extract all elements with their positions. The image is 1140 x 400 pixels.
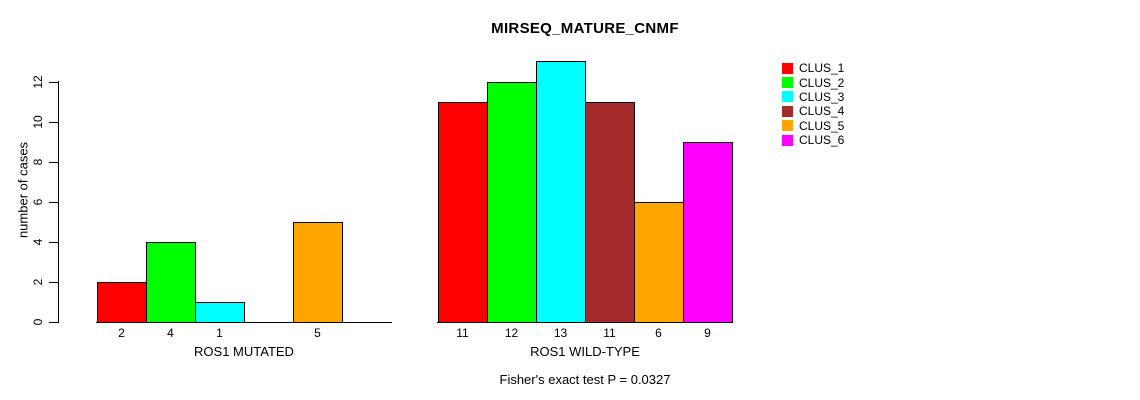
bar-value-label: 11 xyxy=(603,326,616,340)
y-tick-label: 2 xyxy=(31,278,45,286)
y-tick-label: 0 xyxy=(31,318,45,326)
legend-label: CLUS_1 xyxy=(799,61,845,76)
y-axis-title: number of cases xyxy=(15,141,31,239)
legend: CLUS_1 CLUS_2 CLUS_3 CLUS_4 CLUS_5 CLUS_6 xyxy=(782,61,902,161)
bar-value-label: 6 xyxy=(655,326,662,340)
y-tick-mark xyxy=(49,81,58,83)
bar-clus_4 xyxy=(585,101,635,323)
legend-label: CLUS_3 xyxy=(799,89,845,104)
y-tick-label: 6 xyxy=(31,198,45,206)
footnote-fisher-test: Fisher's exact test P = 0.0327 xyxy=(499,372,671,387)
bar-clus_1 xyxy=(97,281,147,323)
bar-clus_2 xyxy=(487,81,537,323)
y-tick-mark xyxy=(49,161,58,163)
legend-label: CLUS_6 xyxy=(799,133,845,148)
bar-value-label: 13 xyxy=(553,326,568,340)
bar-value-label: 1 xyxy=(216,326,223,340)
legend-swatch-icon xyxy=(782,105,793,117)
y-tick-mark xyxy=(49,281,58,283)
chart-title: MIRSEQ_MATURE_CNMF xyxy=(491,20,679,37)
bar-value-label: 9 xyxy=(704,326,711,340)
y-tick-label: 12 xyxy=(31,74,45,89)
legend-swatch-icon xyxy=(782,120,793,132)
legend-item-clus_2: CLUS_2 xyxy=(782,75,902,90)
bar-clus_3 xyxy=(195,301,245,323)
bar-value-label: 12 xyxy=(504,326,519,340)
bar-value-label: 11 xyxy=(456,326,469,340)
legend-item-clus_4: CLUS_4 xyxy=(782,104,902,118)
legend-swatch-icon xyxy=(782,134,793,146)
y-tick-label: 4 xyxy=(31,238,45,246)
legend-label: CLUS_5 xyxy=(799,118,845,133)
bar-clus_5 xyxy=(634,201,684,323)
bar-clus_1 xyxy=(438,101,488,323)
legend-swatch-icon xyxy=(782,77,793,89)
legend-label: CLUS_4 xyxy=(799,104,845,119)
legend-item-clus_3: CLUS_3 xyxy=(782,90,902,104)
bar-value-label: 4 xyxy=(167,326,174,340)
y-tick-label: 8 xyxy=(31,158,45,165)
y-axis-line xyxy=(58,81,59,323)
bar-value-label: 5 xyxy=(314,326,321,340)
y-tick-label: 10 xyxy=(31,114,45,129)
legend-item-clus_6: CLUS_6 xyxy=(782,133,902,147)
bar-clus_6 xyxy=(683,141,733,323)
x-axis-title-wildtype: ROS1 WILD-TYPE xyxy=(530,344,640,359)
legend-item-clus_1: CLUS_1 xyxy=(782,61,902,75)
bar-clus_5 xyxy=(293,221,343,323)
y-tick-mark xyxy=(49,121,58,123)
bar-clus_2 xyxy=(146,241,196,323)
y-tick-mark xyxy=(49,322,58,323)
y-tick-mark xyxy=(49,241,58,243)
bar-clus_3 xyxy=(536,61,586,323)
y-tick-mark xyxy=(49,201,58,203)
legend-swatch-icon xyxy=(782,62,793,74)
x-axis-title-mutated: ROS1 MUTATED xyxy=(194,344,294,359)
bar-value-label: 2 xyxy=(118,326,125,340)
legend-item-clus_5: CLUS_5 xyxy=(782,119,902,133)
legend-swatch-icon xyxy=(782,91,793,103)
legend-label: CLUS_2 xyxy=(799,75,845,90)
